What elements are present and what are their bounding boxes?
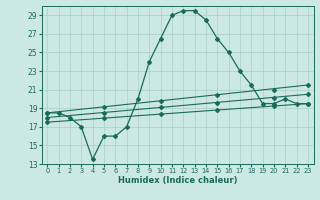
X-axis label: Humidex (Indice chaleur): Humidex (Indice chaleur)	[118, 176, 237, 185]
